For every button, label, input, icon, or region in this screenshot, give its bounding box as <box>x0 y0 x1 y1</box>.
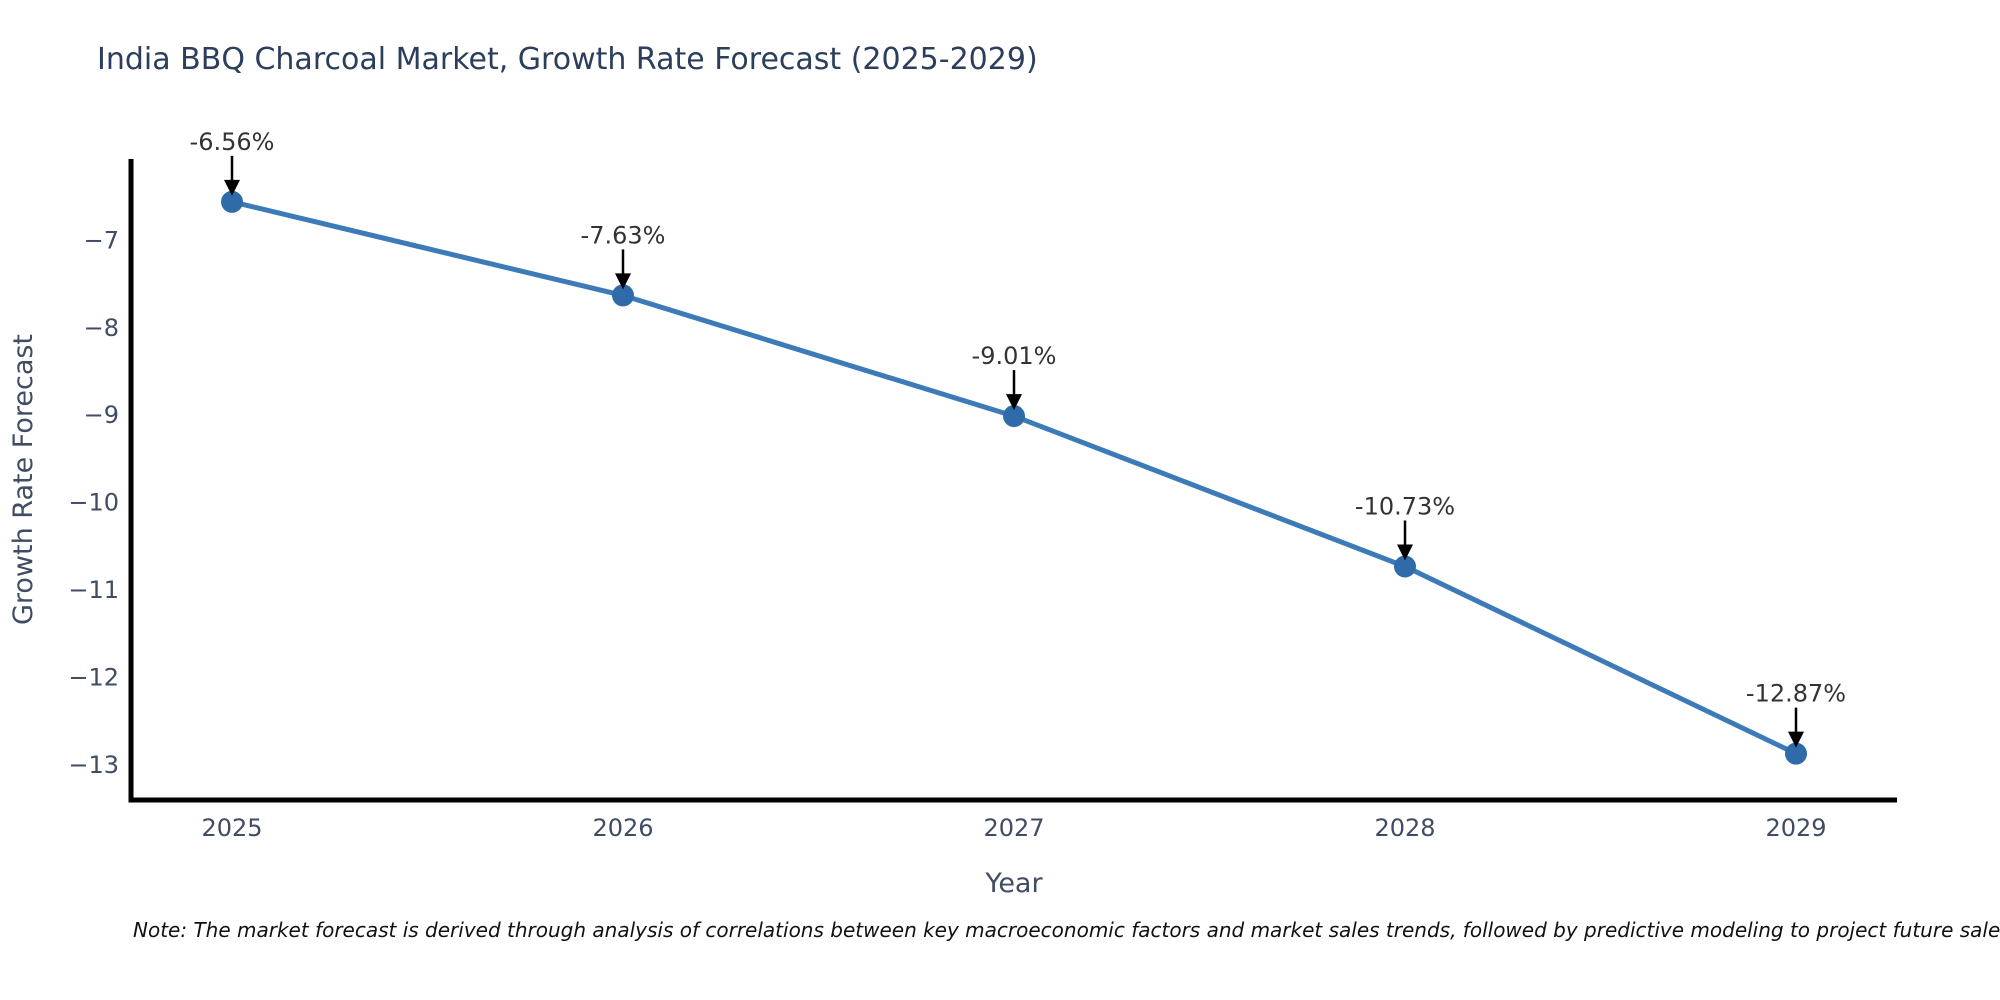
x-tick-label: 2026 <box>592 814 653 842</box>
annotation-arrow-head <box>224 179 240 196</box>
x-tick-label: 2029 <box>1765 814 1826 842</box>
x-tick-label: 2027 <box>983 814 1044 842</box>
y-tick-label: −11 <box>68 576 119 604</box>
y-axis-title: Growth Rate Forecast <box>8 334 39 625</box>
annotation-arrow-head <box>615 273 631 290</box>
data-point-marker <box>612 284 634 307</box>
y-tick-label: −12 <box>68 664 119 692</box>
annotation-label: -9.01% <box>972 342 1057 370</box>
data-point-marker <box>1785 742 1807 765</box>
footnote: Note: The market forecast is derived thr… <box>133 918 2000 942</box>
annotation-arrow-head <box>1397 544 1413 561</box>
x-axis-title: Year <box>984 868 1043 899</box>
y-tick-label: −7 <box>84 226 119 254</box>
data-point-marker <box>1394 555 1416 578</box>
annotation-arrow-head <box>1006 394 1022 411</box>
y-tick-label: −8 <box>84 314 119 342</box>
annotation-label: -10.73% <box>1355 493 1455 521</box>
annotation-label: -7.63% <box>581 221 666 249</box>
annotation-label: -12.87% <box>1746 680 1846 708</box>
y-tick-label: −10 <box>68 489 119 517</box>
data-point-marker <box>221 190 243 213</box>
x-tick-label: 2025 <box>201 814 262 842</box>
y-tick-label: −13 <box>68 751 119 779</box>
chart-title: India BBQ Charcoal Market, Growth Rate F… <box>97 42 1038 77</box>
trend-line <box>229 199 1799 757</box>
annotation-label: -6.56% <box>190 128 275 156</box>
data-point-marker <box>1003 405 1025 428</box>
annotation-arrow-head <box>1788 731 1804 748</box>
y-tick-label: −9 <box>84 401 119 429</box>
x-tick-label: 2028 <box>1374 814 1435 842</box>
